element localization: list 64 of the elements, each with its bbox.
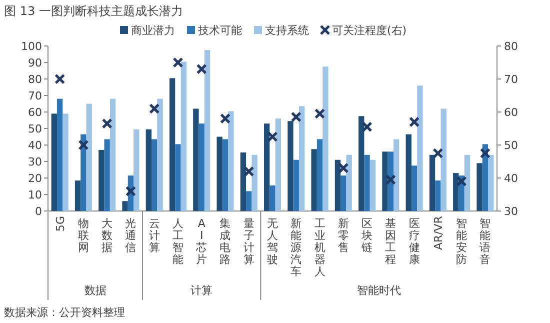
x-tick-label: 5G bbox=[54, 216, 67, 232]
point bbox=[314, 108, 326, 119]
legend-label: 技术可能 bbox=[197, 24, 242, 37]
y2-tick-label: 40 bbox=[504, 172, 518, 185]
point bbox=[408, 116, 420, 128]
point bbox=[362, 122, 372, 132]
point bbox=[432, 148, 444, 159]
text: 智能时代 bbox=[356, 284, 401, 297]
point bbox=[290, 112, 302, 122]
y2-tick-label: 50 bbox=[504, 139, 518, 152]
y-tick-label: 70 bbox=[28, 90, 42, 102]
y-tick-label: 90 bbox=[28, 56, 42, 70]
y-tick-label: 50 bbox=[28, 122, 42, 136]
point bbox=[102, 118, 112, 129]
point bbox=[267, 131, 278, 142]
chart-title: 图 13 一图判断科技主题成长潜力 bbox=[4, 4, 183, 18]
y-tick-label: 40 bbox=[28, 139, 42, 152]
x-tick-label: 集成电路 bbox=[220, 217, 231, 266]
x-tick-label: 新零售 bbox=[338, 217, 349, 254]
y2-tick-label: 70 bbox=[504, 73, 518, 86]
point bbox=[149, 103, 160, 114]
text: 计算 bbox=[190, 284, 213, 297]
legend-label: 可关注程度(右) bbox=[332, 24, 407, 37]
x-tick-label: 无人驾驶 bbox=[267, 217, 278, 266]
x-tick-label: 医疗健康 bbox=[408, 217, 420, 266]
x-tick-label: 区块链 bbox=[360, 217, 373, 254]
x-tick-label: AR/VR bbox=[432, 216, 445, 250]
source-note: 数据来源：公开资料整理 bbox=[4, 306, 125, 319]
y2-tick-label: 30 bbox=[504, 205, 518, 218]
y2-tick-label: 60 bbox=[504, 106, 518, 119]
y-tick-label: 10 bbox=[28, 188, 42, 202]
y-tick-label: 60 bbox=[28, 106, 42, 119]
point bbox=[456, 176, 467, 187]
y-tick-label: 80 bbox=[28, 73, 42, 86]
x-tick-label: 光通信 bbox=[125, 217, 136, 254]
point bbox=[244, 166, 254, 177]
x-tick-label: 新能源汽车 bbox=[290, 217, 302, 278]
x-tick-label: 量子计算 bbox=[243, 217, 254, 266]
x-tick-label: 云计算 bbox=[148, 217, 160, 254]
y2-tick-label: 80 bbox=[504, 40, 518, 53]
x-tick-label: 物联网 bbox=[78, 217, 89, 254]
point bbox=[78, 140, 89, 150]
point bbox=[172, 57, 184, 68]
y-tick-label: 0 bbox=[35, 205, 42, 218]
y-tick-label: 20 bbox=[28, 172, 42, 185]
text: 数据 bbox=[84, 284, 106, 297]
x-tick-label: 工业机器人 bbox=[314, 217, 326, 278]
point bbox=[125, 186, 136, 196]
point bbox=[196, 64, 207, 74]
y-tick-label: 100 bbox=[21, 40, 42, 53]
legend-label: 商业潜力 bbox=[131, 24, 175, 37]
x-tick-label: 智能语音 bbox=[480, 217, 491, 266]
x-tick-label: 智能安防 bbox=[456, 217, 468, 266]
point bbox=[220, 113, 231, 124]
y-tick-label: 30 bbox=[28, 156, 42, 168]
point bbox=[480, 148, 490, 159]
x-tick-label: 大数据 bbox=[102, 217, 113, 254]
x-tick-label: AI芯片 bbox=[195, 217, 208, 266]
point bbox=[54, 74, 66, 84]
x-tick-label: 人工智能 bbox=[172, 217, 184, 266]
legend-label: 支持系统 bbox=[265, 24, 309, 37]
point bbox=[385, 174, 396, 185]
point bbox=[338, 162, 349, 174]
x-tick-label: 基因工程 bbox=[385, 217, 396, 266]
